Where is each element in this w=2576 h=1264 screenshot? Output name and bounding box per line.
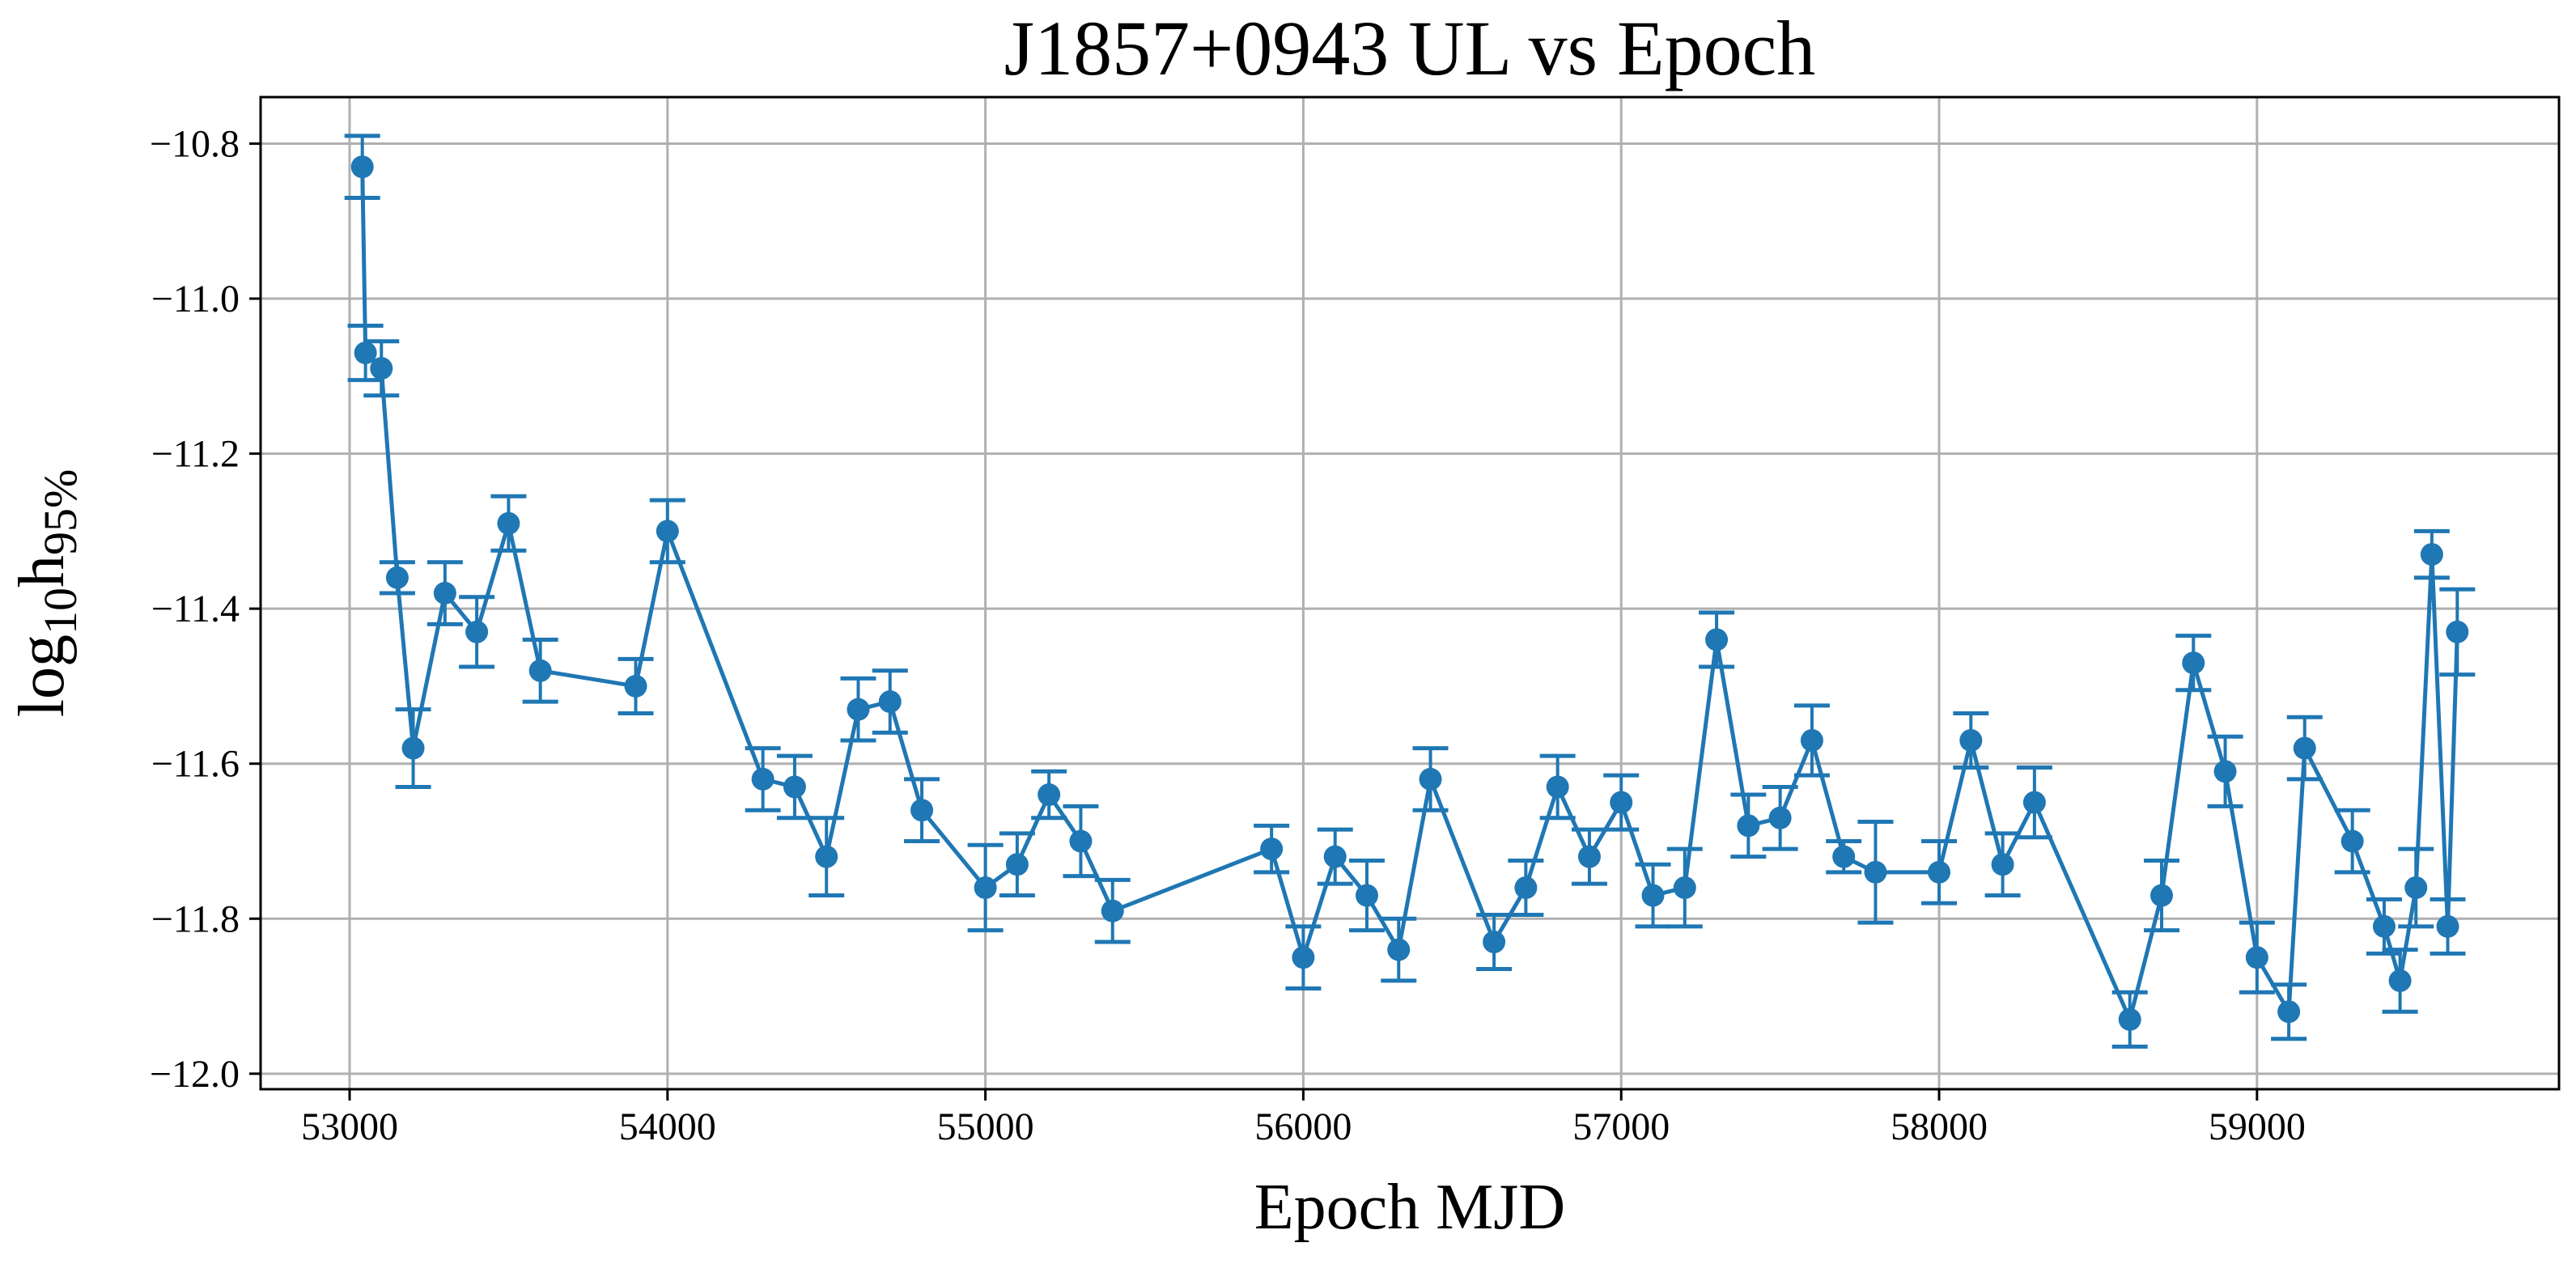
data-point [783, 775, 806, 799]
data-point [1577, 845, 1601, 868]
chart-title: J1857+0943 UL vs Epoch [1004, 5, 1816, 91]
y-label-h-subscript: 95% [34, 469, 87, 555]
y-tick-label: −11.4 [151, 587, 240, 630]
x-tick-label: 54000 [619, 1105, 716, 1148]
data-point [1991, 853, 2014, 876]
data-point [1959, 728, 1983, 752]
data-point [1069, 829, 1093, 853]
x-tick-label: 55000 [937, 1105, 1034, 1148]
data-point [465, 620, 489, 643]
data-point [2293, 736, 2316, 760]
data-point [656, 520, 679, 543]
data-point [433, 582, 456, 604]
data-point [2446, 620, 2469, 643]
y-tick-label: −12.0 [150, 1053, 240, 1096]
data-point [1737, 814, 1760, 838]
data-point [2022, 791, 2046, 814]
x-tick-label: 58000 [1891, 1105, 1988, 1148]
plot-frame [259, 95, 2561, 1091]
y-label-log: log [6, 634, 78, 717]
y-axis-label: log10h95% [6, 469, 87, 718]
y-tick-label: −10.8 [150, 122, 240, 165]
y-label-log-subscript: 10 [34, 587, 87, 634]
data-point [1101, 899, 1124, 923]
data-point [528, 659, 552, 682]
data-point [2340, 829, 2364, 853]
data-point [385, 566, 409, 589]
data-point [1005, 853, 1029, 876]
y-tick-label: −11.6 [151, 743, 240, 786]
data-point [1355, 884, 1378, 907]
data-point [401, 736, 425, 760]
data-point [1641, 884, 1665, 907]
data-point [1768, 806, 1792, 829]
series-layer [344, 134, 2476, 1049]
data-point [974, 876, 997, 899]
data-point [910, 799, 934, 822]
x-axis-label: Epoch MJD [1254, 1172, 1565, 1243]
data-point [1483, 931, 1506, 954]
series-line [360, 167, 2459, 1022]
data-point [354, 341, 377, 365]
y-tick-label: −11.8 [151, 897, 240, 940]
y-tick-label: −11.2 [151, 433, 240, 476]
y-tick-label: −11.0 [151, 278, 240, 320]
data-point [2182, 651, 2205, 675]
data-point [1546, 775, 1569, 799]
x-tick-label: 56000 [1254, 1105, 1352, 1148]
data-point [1864, 860, 1887, 884]
data-point [2372, 914, 2396, 938]
data-point [847, 698, 870, 721]
data-point [1038, 783, 1061, 807]
x-tick-label: 59000 [2209, 1105, 2306, 1148]
data-point [370, 357, 393, 380]
data-point [1673, 876, 1696, 899]
data-point [1323, 845, 1347, 868]
data-point [1832, 845, 1856, 868]
x-tick-label: 53000 [301, 1105, 398, 1148]
data-point [2277, 1000, 2301, 1024]
data-point [1260, 838, 1284, 861]
data-point [497, 511, 520, 535]
data-point [2404, 876, 2428, 899]
data-point [1419, 767, 1442, 791]
data-point [2213, 760, 2237, 783]
data-point [2245, 946, 2268, 969]
data-point [350, 155, 374, 179]
y-label-h: h [6, 555, 78, 587]
data-point [1610, 791, 1633, 814]
data-point [2436, 914, 2459, 938]
data-point [2388, 969, 2412, 992]
data-point [2118, 1007, 2141, 1031]
ticks-layer: 53000 54000 55000 56000 57000 58000 59000 −10.8… [150, 122, 2306, 1148]
data-point [624, 674, 647, 698]
data-point [1800, 728, 1823, 752]
data-point [878, 690, 902, 714]
data-point [1514, 876, 1538, 899]
data-point [751, 767, 774, 791]
grid-layer [261, 97, 2559, 1089]
data-point [1387, 938, 1411, 961]
data-point [815, 845, 838, 868]
data-point [1705, 628, 1729, 651]
data-point [2420, 543, 2443, 566]
x-tick-label: 57000 [1572, 1105, 1670, 1148]
data-point [1292, 946, 1315, 969]
data-point [2149, 884, 2173, 907]
data-point [1928, 860, 1951, 884]
